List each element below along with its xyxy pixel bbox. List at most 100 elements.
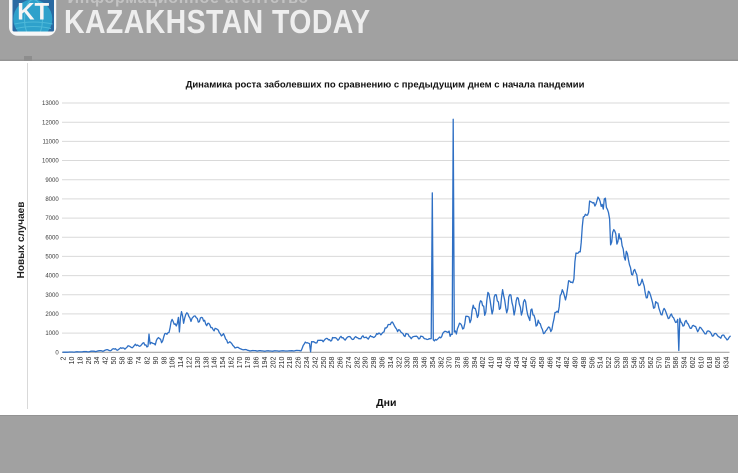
svg-text:1000: 1000 bbox=[45, 331, 59, 337]
svg-text:98: 98 bbox=[161, 357, 168, 365]
svg-text:546: 546 bbox=[631, 357, 638, 369]
svg-text:58: 58 bbox=[119, 357, 126, 365]
svg-text:242: 242 bbox=[312, 357, 319, 369]
svg-text:9000: 9000 bbox=[45, 178, 59, 184]
svg-text:6000: 6000 bbox=[45, 235, 59, 241]
svg-text:434: 434 bbox=[514, 357, 521, 369]
svg-text:66: 66 bbox=[128, 357, 135, 365]
svg-text:218: 218 bbox=[287, 357, 294, 369]
svg-text:274: 274 bbox=[346, 357, 353, 369]
svg-text:162: 162 bbox=[228, 357, 235, 369]
svg-text:194: 194 bbox=[262, 357, 269, 369]
svg-text:26: 26 bbox=[86, 357, 93, 365]
svg-text:90: 90 bbox=[153, 357, 160, 365]
svg-text:258: 258 bbox=[329, 357, 336, 369]
svg-text:602: 602 bbox=[690, 357, 697, 369]
svg-text:490: 490 bbox=[573, 357, 580, 369]
svg-text:626: 626 bbox=[715, 357, 722, 369]
svg-text:226: 226 bbox=[296, 357, 303, 369]
svg-text:154: 154 bbox=[220, 357, 227, 369]
svg-text:586: 586 bbox=[673, 357, 680, 369]
svg-text:474: 474 bbox=[556, 357, 563, 369]
svg-text:12000: 12000 bbox=[42, 120, 59, 126]
svg-text:5000: 5000 bbox=[45, 255, 59, 261]
svg-text:450: 450 bbox=[531, 357, 538, 369]
svg-text:330: 330 bbox=[405, 357, 412, 369]
svg-text:370: 370 bbox=[447, 357, 454, 369]
svg-text:554: 554 bbox=[640, 357, 647, 369]
svg-text:13000: 13000 bbox=[42, 101, 59, 107]
svg-text:3000: 3000 bbox=[45, 293, 59, 299]
svg-text:KT: KT bbox=[17, 0, 49, 25]
svg-text:146: 146 bbox=[212, 357, 219, 369]
svg-text:338: 338 bbox=[413, 357, 420, 369]
svg-text:282: 282 bbox=[354, 357, 361, 369]
svg-text:290: 290 bbox=[363, 357, 370, 369]
svg-text:362: 362 bbox=[438, 357, 445, 369]
svg-text:Информационное агентство: Информационное агентство bbox=[68, 0, 309, 7]
svg-text:466: 466 bbox=[547, 357, 554, 369]
svg-text:Новых случаев: Новых случаев bbox=[16, 202, 27, 279]
svg-text:34: 34 bbox=[94, 357, 101, 365]
svg-text:42: 42 bbox=[103, 357, 110, 365]
svg-text:114: 114 bbox=[178, 357, 185, 368]
svg-text:570: 570 bbox=[657, 357, 664, 369]
svg-text:506: 506 bbox=[589, 357, 596, 369]
svg-text:74: 74 bbox=[136, 357, 143, 365]
svg-text:Дни: Дни bbox=[376, 397, 396, 409]
svg-text:2: 2 bbox=[61, 357, 68, 361]
svg-text:306: 306 bbox=[380, 357, 387, 369]
svg-text:538: 538 bbox=[623, 357, 630, 369]
svg-text:2000: 2000 bbox=[45, 312, 59, 318]
svg-text:130: 130 bbox=[195, 357, 202, 369]
svg-text:482: 482 bbox=[564, 357, 571, 369]
svg-text:250: 250 bbox=[321, 357, 328, 369]
svg-text:186: 186 bbox=[254, 357, 261, 369]
svg-text:11000: 11000 bbox=[42, 140, 59, 146]
svg-text:0: 0 bbox=[55, 350, 59, 356]
svg-text:354: 354 bbox=[430, 357, 437, 369]
svg-text:410: 410 bbox=[489, 357, 496, 369]
svg-text:618: 618 bbox=[707, 357, 714, 369]
svg-text:7000: 7000 bbox=[45, 216, 59, 222]
svg-text:402: 402 bbox=[480, 357, 487, 369]
svg-text:4000: 4000 bbox=[45, 274, 59, 280]
svg-text:634: 634 bbox=[724, 357, 731, 369]
svg-text:514: 514 bbox=[598, 357, 605, 369]
svg-text:178: 178 bbox=[245, 357, 252, 369]
svg-text:266: 266 bbox=[338, 357, 345, 369]
svg-text:346: 346 bbox=[422, 357, 429, 369]
svg-text:8000: 8000 bbox=[45, 197, 59, 203]
svg-text:82: 82 bbox=[145, 357, 152, 365]
svg-text:50: 50 bbox=[111, 357, 118, 365]
svg-text:442: 442 bbox=[522, 357, 529, 369]
svg-text:458: 458 bbox=[539, 357, 546, 369]
svg-text:498: 498 bbox=[581, 357, 588, 369]
svg-text:210: 210 bbox=[279, 357, 286, 369]
svg-text:Динамика роста заболевших по с: Динамика роста заболевших по сравнению с… bbox=[186, 80, 585, 91]
svg-text:378: 378 bbox=[455, 357, 462, 369]
svg-text:202: 202 bbox=[270, 357, 277, 369]
svg-text:170: 170 bbox=[237, 357, 244, 369]
svg-text:522: 522 bbox=[606, 357, 613, 369]
svg-text:322: 322 bbox=[396, 357, 403, 369]
svg-text:394: 394 bbox=[472, 357, 479, 369]
svg-text:610: 610 bbox=[698, 357, 705, 369]
svg-text:314: 314 bbox=[388, 357, 395, 369]
svg-text:594: 594 bbox=[682, 357, 689, 369]
svg-text:578: 578 bbox=[665, 357, 672, 369]
svg-text:10: 10 bbox=[69, 357, 76, 365]
svg-text:426: 426 bbox=[505, 357, 512, 369]
svg-text:10000: 10000 bbox=[42, 159, 59, 165]
svg-text:138: 138 bbox=[203, 357, 210, 369]
svg-text:18: 18 bbox=[77, 357, 84, 365]
svg-text:106: 106 bbox=[170, 357, 177, 369]
svg-text:KAZAKHSTAN TODAY: KAZAKHSTAN TODAY bbox=[64, 3, 371, 40]
svg-text:530: 530 bbox=[615, 357, 622, 369]
svg-text:386: 386 bbox=[463, 357, 470, 369]
svg-text:298: 298 bbox=[371, 357, 378, 369]
svg-text:562: 562 bbox=[648, 357, 655, 369]
svg-text:234: 234 bbox=[304, 357, 311, 369]
svg-text:418: 418 bbox=[497, 357, 504, 369]
svg-text:122: 122 bbox=[187, 357, 194, 369]
